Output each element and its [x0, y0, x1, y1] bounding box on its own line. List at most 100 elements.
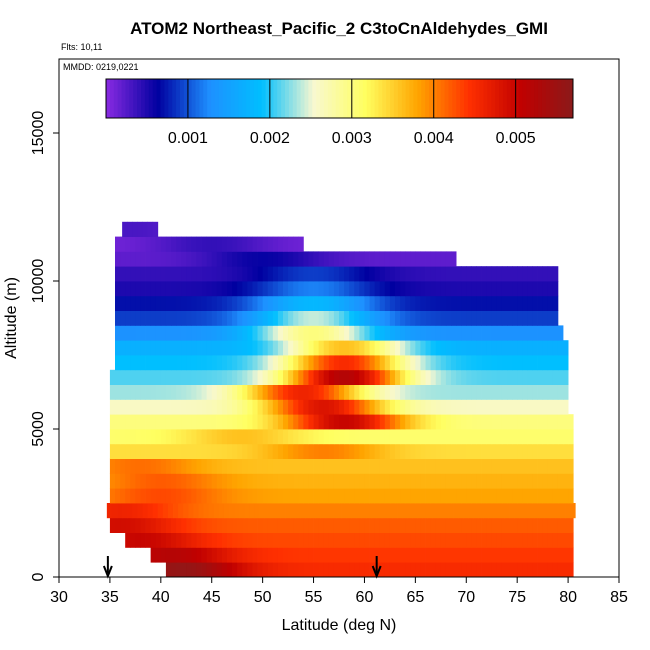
heatmap-cell: [374, 473, 381, 489]
heatmap-cell: [242, 355, 248, 371]
heatmap-cell: [376, 503, 383, 519]
heatmap-cell: [325, 503, 332, 519]
heatmap-cell: [227, 473, 233, 489]
heatmap-cell: [125, 266, 131, 282]
heatmap-cell: [328, 532, 335, 548]
heatmap-cell: [303, 251, 309, 267]
heatmap-cell: [120, 251, 126, 267]
heatmap-cell: [150, 532, 157, 548]
heatmap-cell: [354, 355, 360, 371]
heatmap-cell: [145, 325, 152, 341]
heatmap-cell: [186, 488, 192, 504]
heatmap-cell: [422, 503, 428, 519]
heatmap-cell: [216, 355, 223, 371]
heatmap-cell: [481, 399, 488, 415]
heatmap-cell: [127, 221, 133, 237]
heatmap-cell: [221, 310, 228, 326]
heatmap-cell: [221, 384, 228, 400]
heatmap-cell: [519, 503, 525, 519]
heatmap-cell: [359, 251, 365, 267]
heatmap-cell: [221, 532, 228, 548]
heatmap-cell: [374, 340, 381, 356]
heatmap-cell: [140, 369, 146, 385]
heatmap-cell: [145, 414, 152, 430]
heatmap-cell: [339, 369, 345, 385]
heatmap-cell: [384, 532, 391, 548]
heatmap-cell: [196, 310, 202, 326]
heatmap-cell: [323, 340, 330, 356]
heatmap-cell: [237, 547, 243, 563]
heatmap-cell: [206, 532, 213, 548]
heatmap-cell: [425, 355, 432, 371]
heatmap-cell: [171, 369, 177, 385]
heatmap-cell: [522, 429, 528, 445]
heatmap-cell: [232, 325, 238, 341]
colorbar-swatch: [545, 79, 551, 118]
heatmap-cell: [267, 488, 274, 504]
heatmap-cell: [308, 399, 314, 415]
heatmap-cell: [288, 458, 294, 474]
heatmap-cell: [283, 369, 289, 385]
heatmap-cell: [369, 295, 376, 311]
heatmap-cell: [491, 532, 498, 548]
heatmap-cell: [537, 443, 544, 459]
heatmap-cell: [395, 532, 401, 548]
colorbar-swatch: [518, 79, 523, 118]
heatmap-cell: [435, 369, 442, 385]
heatmap-cell: [176, 443, 182, 459]
colorbar-swatch: [390, 79, 395, 118]
heatmap-cell: [486, 266, 493, 282]
heatmap-cell: [493, 503, 500, 519]
heatmap-cell: [328, 325, 335, 341]
heatmap-cell: [344, 532, 350, 548]
colorbar-swatch: [460, 79, 465, 118]
heatmap-cell: [272, 414, 279, 430]
heatmap-cell: [328, 488, 335, 504]
heatmap-cell: [463, 503, 469, 519]
heatmap-cell: [395, 547, 401, 563]
heatmap-cell: [227, 251, 233, 267]
heatmap-cell: [125, 414, 131, 430]
heatmap-cell: [481, 429, 488, 445]
heatmap-cell: [201, 369, 208, 385]
heatmap-cell: [330, 503, 337, 519]
heatmap-cell: [221, 458, 228, 474]
heatmap-cell: [211, 266, 218, 282]
heatmap-cell: [395, 429, 401, 445]
heatmap-cell: [486, 429, 493, 445]
heatmap-cell: [456, 429, 462, 445]
heatmap-cell: [323, 458, 330, 474]
heatmap-cell: [293, 473, 299, 489]
heatmap-cell: [415, 355, 421, 371]
heatmap-cell: [135, 251, 141, 267]
heatmap-cell: [425, 281, 432, 297]
heatmap-cell: [262, 443, 269, 459]
heatmap-cell: [288, 281, 294, 297]
heatmap-cell: [344, 399, 350, 415]
heatmap-cell: [171, 517, 177, 533]
heatmap-cell: [323, 429, 330, 445]
heatmap-cell: [120, 266, 126, 282]
heatmap-cell: [150, 325, 157, 341]
heatmap-cell: [405, 384, 411, 400]
heatmap-cell: [155, 281, 162, 297]
heatmap-cell: [527, 547, 533, 563]
heatmap-cell: [522, 369, 528, 385]
heatmap-cell: [130, 266, 136, 282]
heatmap-cell: [318, 532, 325, 548]
heatmap-cell: [211, 547, 218, 563]
heatmap-cell: [557, 355, 564, 371]
heatmap-cell: [227, 384, 233, 400]
heatmap-cell: [247, 340, 253, 356]
heatmap-cell: [440, 281, 447, 297]
heatmap-cell: [410, 488, 416, 504]
heatmap-cell: [374, 399, 381, 415]
heatmap-cell: [303, 458, 309, 474]
heatmap-cell: [196, 532, 202, 548]
heatmap-cell: [135, 443, 141, 459]
heatmap-cell: [344, 547, 350, 563]
heatmap-cell: [191, 266, 197, 282]
heatmap-cell: [364, 281, 370, 297]
heatmap-cell: [415, 414, 421, 430]
heatmap-cell: [130, 384, 136, 400]
